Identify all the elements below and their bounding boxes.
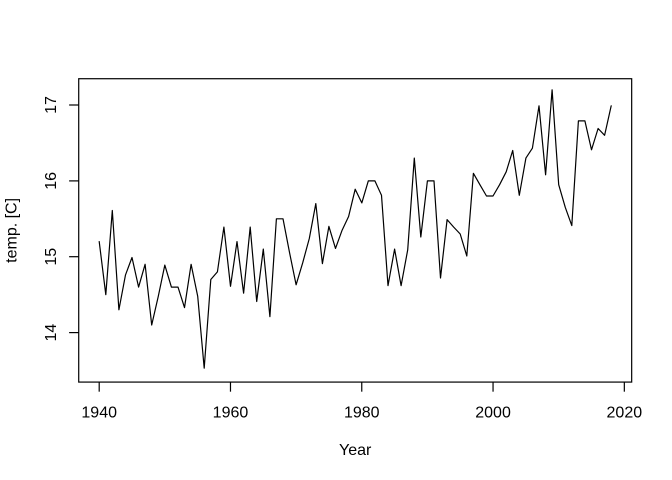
svg-text:temp. [C]: temp. [C] [4,198,21,263]
svg-text:1980: 1980 [344,404,380,421]
svg-text:1940: 1940 [81,404,117,421]
svg-text:17: 17 [43,96,60,114]
svg-text:15: 15 [43,248,60,266]
svg-text:14: 14 [43,324,60,342]
svg-text:16: 16 [43,172,60,190]
svg-text:1960: 1960 [213,404,249,421]
svg-text:Year: Year [339,442,372,459]
svg-text:2020: 2020 [607,404,643,421]
svg-text:2000: 2000 [475,404,511,421]
